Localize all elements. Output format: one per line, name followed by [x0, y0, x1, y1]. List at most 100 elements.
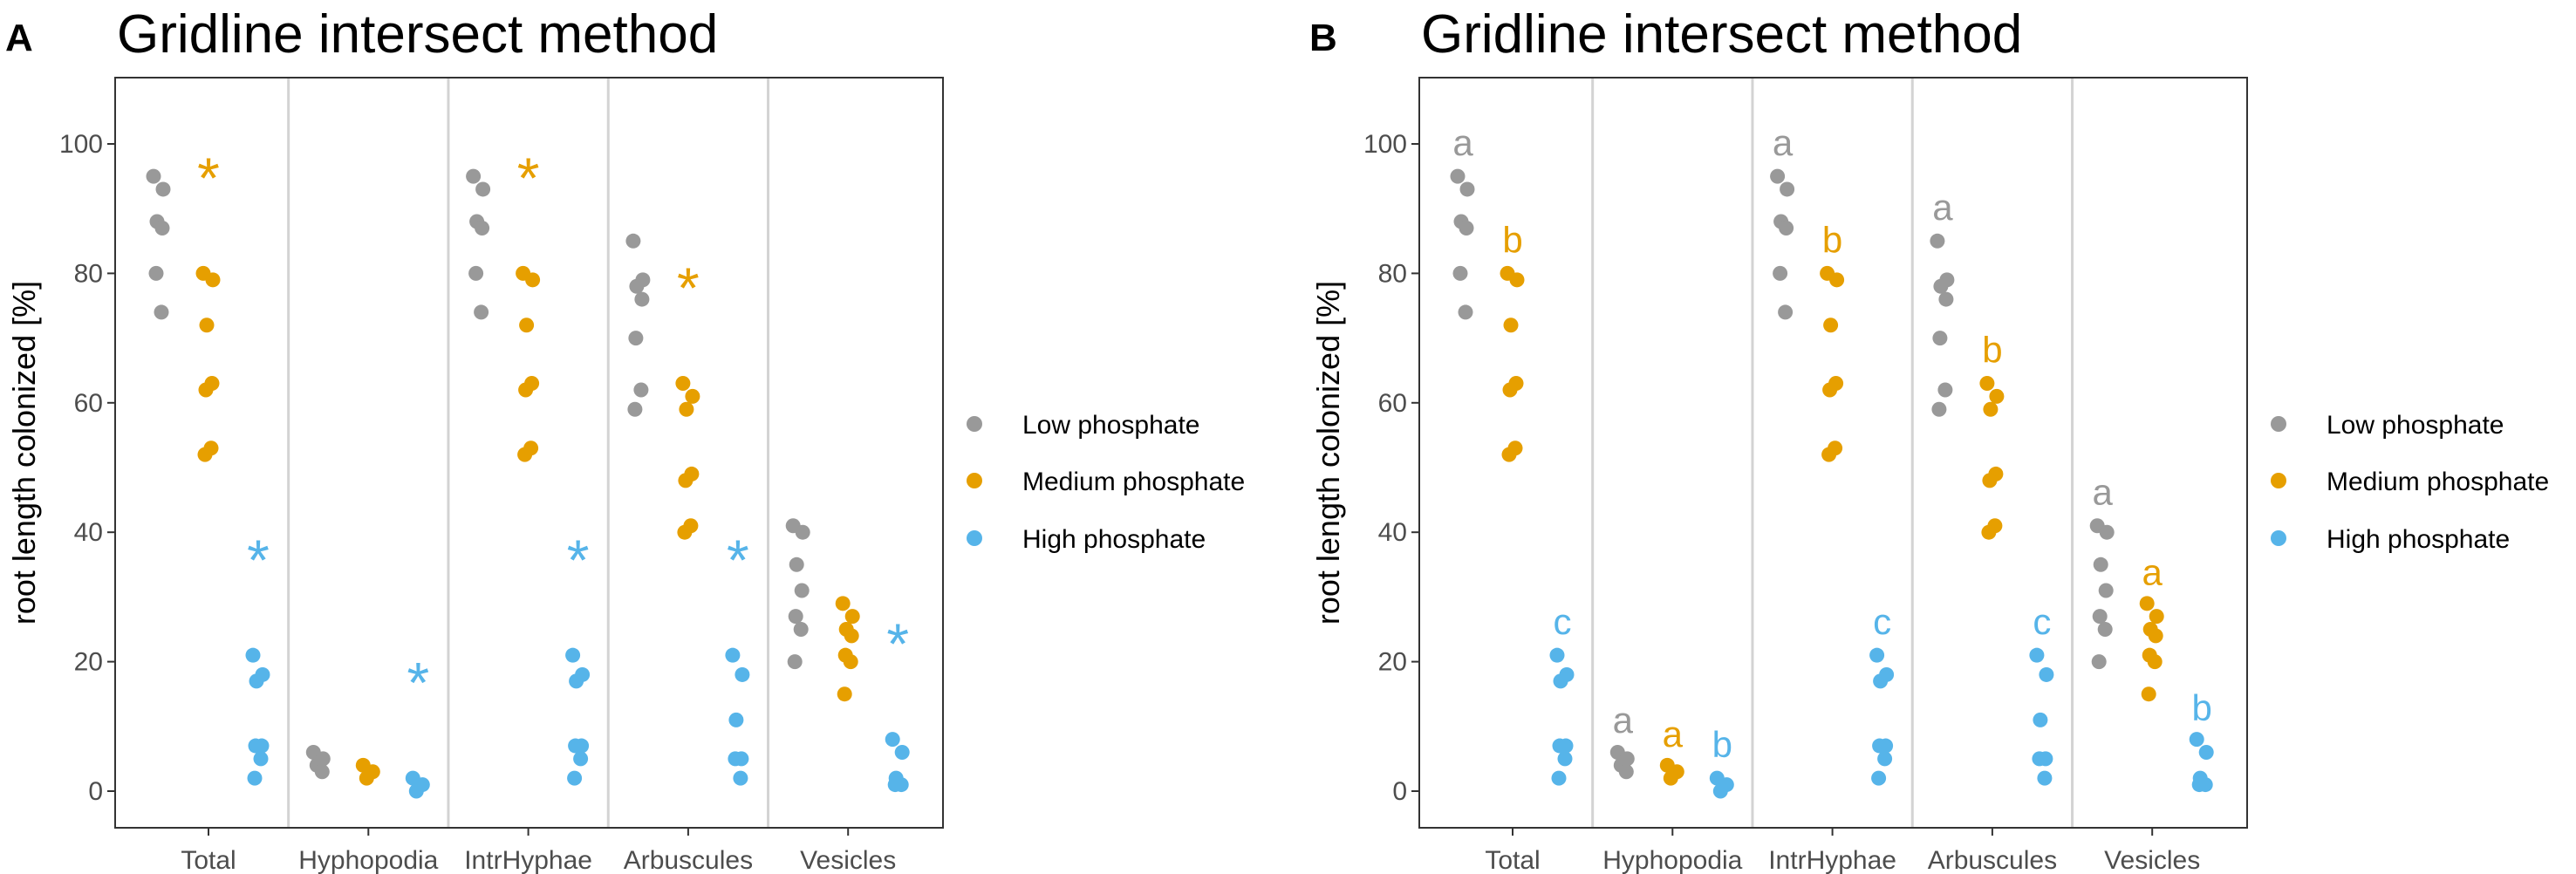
- data-point: [844, 609, 860, 625]
- data-point: [2032, 751, 2047, 767]
- panel-label: A: [5, 17, 33, 59]
- data-point: [1822, 382, 1838, 398]
- data-point: [725, 647, 741, 663]
- data-point: [733, 770, 748, 786]
- y-tick-label: 0: [88, 777, 103, 806]
- data-point: [475, 220, 490, 236]
- data-point: [844, 628, 859, 644]
- y-tick-label: 40: [74, 518, 103, 547]
- legend-label: Medium phosphate: [1022, 468, 1245, 496]
- data-point: [1778, 304, 1794, 320]
- legend-marker: [2271, 473, 2286, 488]
- data-point: [148, 265, 164, 281]
- data-point: [1459, 181, 1475, 197]
- data-point: [1829, 272, 1845, 288]
- legend-label: Low phosphate: [2327, 411, 2504, 440]
- panel-label: B: [1309, 17, 1337, 59]
- significance-asterisk: *: [197, 146, 220, 210]
- data-point: [1989, 388, 2005, 404]
- data-point: [2099, 524, 2115, 540]
- data-point: [573, 751, 589, 767]
- data-point: [1549, 647, 1565, 663]
- data-point: [1779, 220, 1794, 236]
- data-point: [1503, 318, 1519, 333]
- data-point: [2141, 686, 2156, 702]
- significance-asterisk: *: [247, 528, 270, 592]
- significance-asterisk: *: [727, 528, 749, 592]
- data-point: [1982, 473, 1998, 488]
- data-point: [1933, 278, 1949, 294]
- data-point: [633, 382, 649, 398]
- group-letter: b: [1712, 724, 1732, 765]
- data-point: [789, 556, 804, 572]
- data-point: [1501, 447, 1517, 462]
- data-point: [569, 673, 584, 689]
- data-point: [2039, 666, 2054, 682]
- group-letter: b: [2192, 687, 2212, 728]
- data-point: [1932, 331, 1948, 346]
- x-tick-label: Total: [181, 846, 236, 874]
- y-tick-label: 0: [1392, 777, 1407, 806]
- chart-title: Gridline intersect method: [1421, 4, 2022, 65]
- data-point: [245, 647, 261, 663]
- data-point: [248, 738, 263, 754]
- data-point: [1930, 233, 1945, 249]
- legend-item: Low phosphate: [2271, 411, 2504, 440]
- data-point: [793, 622, 809, 637]
- x-tick-label: Hyphopodia: [1602, 846, 1742, 874]
- legend-marker: [2271, 416, 2286, 432]
- group-letter: a: [1452, 122, 1473, 163]
- data-point: [1618, 764, 1634, 780]
- data-point: [525, 272, 541, 288]
- group-letter: a: [1663, 714, 1684, 755]
- y-tick-label: 60: [1378, 389, 1407, 418]
- data-point: [466, 168, 482, 184]
- group-letter: a: [2093, 472, 2114, 513]
- data-point: [146, 168, 161, 184]
- x-tick-label: Total: [1485, 846, 1540, 874]
- legend-label: Medium phosphate: [2327, 468, 2549, 496]
- data-point: [1502, 382, 1518, 398]
- data-point: [519, 318, 535, 333]
- y-tick-label: 80: [1378, 259, 1407, 288]
- data-point: [518, 382, 534, 398]
- group-letter: b: [1822, 219, 1842, 260]
- data-point: [1877, 751, 1893, 767]
- data-point: [198, 382, 214, 398]
- data-point: [2139, 596, 2155, 611]
- y-tick-label: 80: [74, 259, 103, 288]
- data-point: [474, 304, 489, 320]
- data-point: [675, 376, 691, 392]
- data-point: [1823, 318, 1839, 333]
- data-point: [2037, 770, 2053, 786]
- group-letter: b: [1982, 329, 2002, 370]
- data-point: [887, 777, 903, 793]
- data-point: [1551, 770, 1567, 786]
- data-point: [517, 447, 533, 462]
- x-tick-label: Hyphopodia: [298, 846, 438, 874]
- data-point: [2147, 654, 2163, 670]
- legend-item: Low phosphate: [967, 411, 1200, 440]
- data-point: [894, 744, 910, 760]
- y-tick-label: 20: [1378, 648, 1407, 677]
- data-point: [205, 272, 221, 288]
- group-letter: c: [1873, 601, 1891, 642]
- y-axis-title: root length colonized [%]: [1310, 281, 1346, 625]
- significance-asterisk: *: [407, 651, 429, 715]
- group-letter: b: [1502, 219, 1522, 260]
- group-letter: c: [1554, 601, 1572, 642]
- significance-asterisk: *: [517, 146, 540, 210]
- data-point: [1773, 265, 1788, 281]
- data-point: [843, 654, 858, 670]
- data-point: [634, 291, 650, 307]
- data-point: [835, 596, 851, 611]
- x-tick-label: IntrHyphae: [464, 846, 592, 874]
- legend-label: High phosphate: [2327, 525, 2510, 554]
- group-letter: a: [1932, 187, 1953, 228]
- data-point: [1712, 783, 1728, 799]
- data-point: [2093, 556, 2108, 572]
- data-point: [154, 304, 169, 320]
- group-letter: a: [2142, 552, 2163, 593]
- data-point: [1931, 401, 1947, 417]
- group-letter: a: [1773, 122, 1794, 163]
